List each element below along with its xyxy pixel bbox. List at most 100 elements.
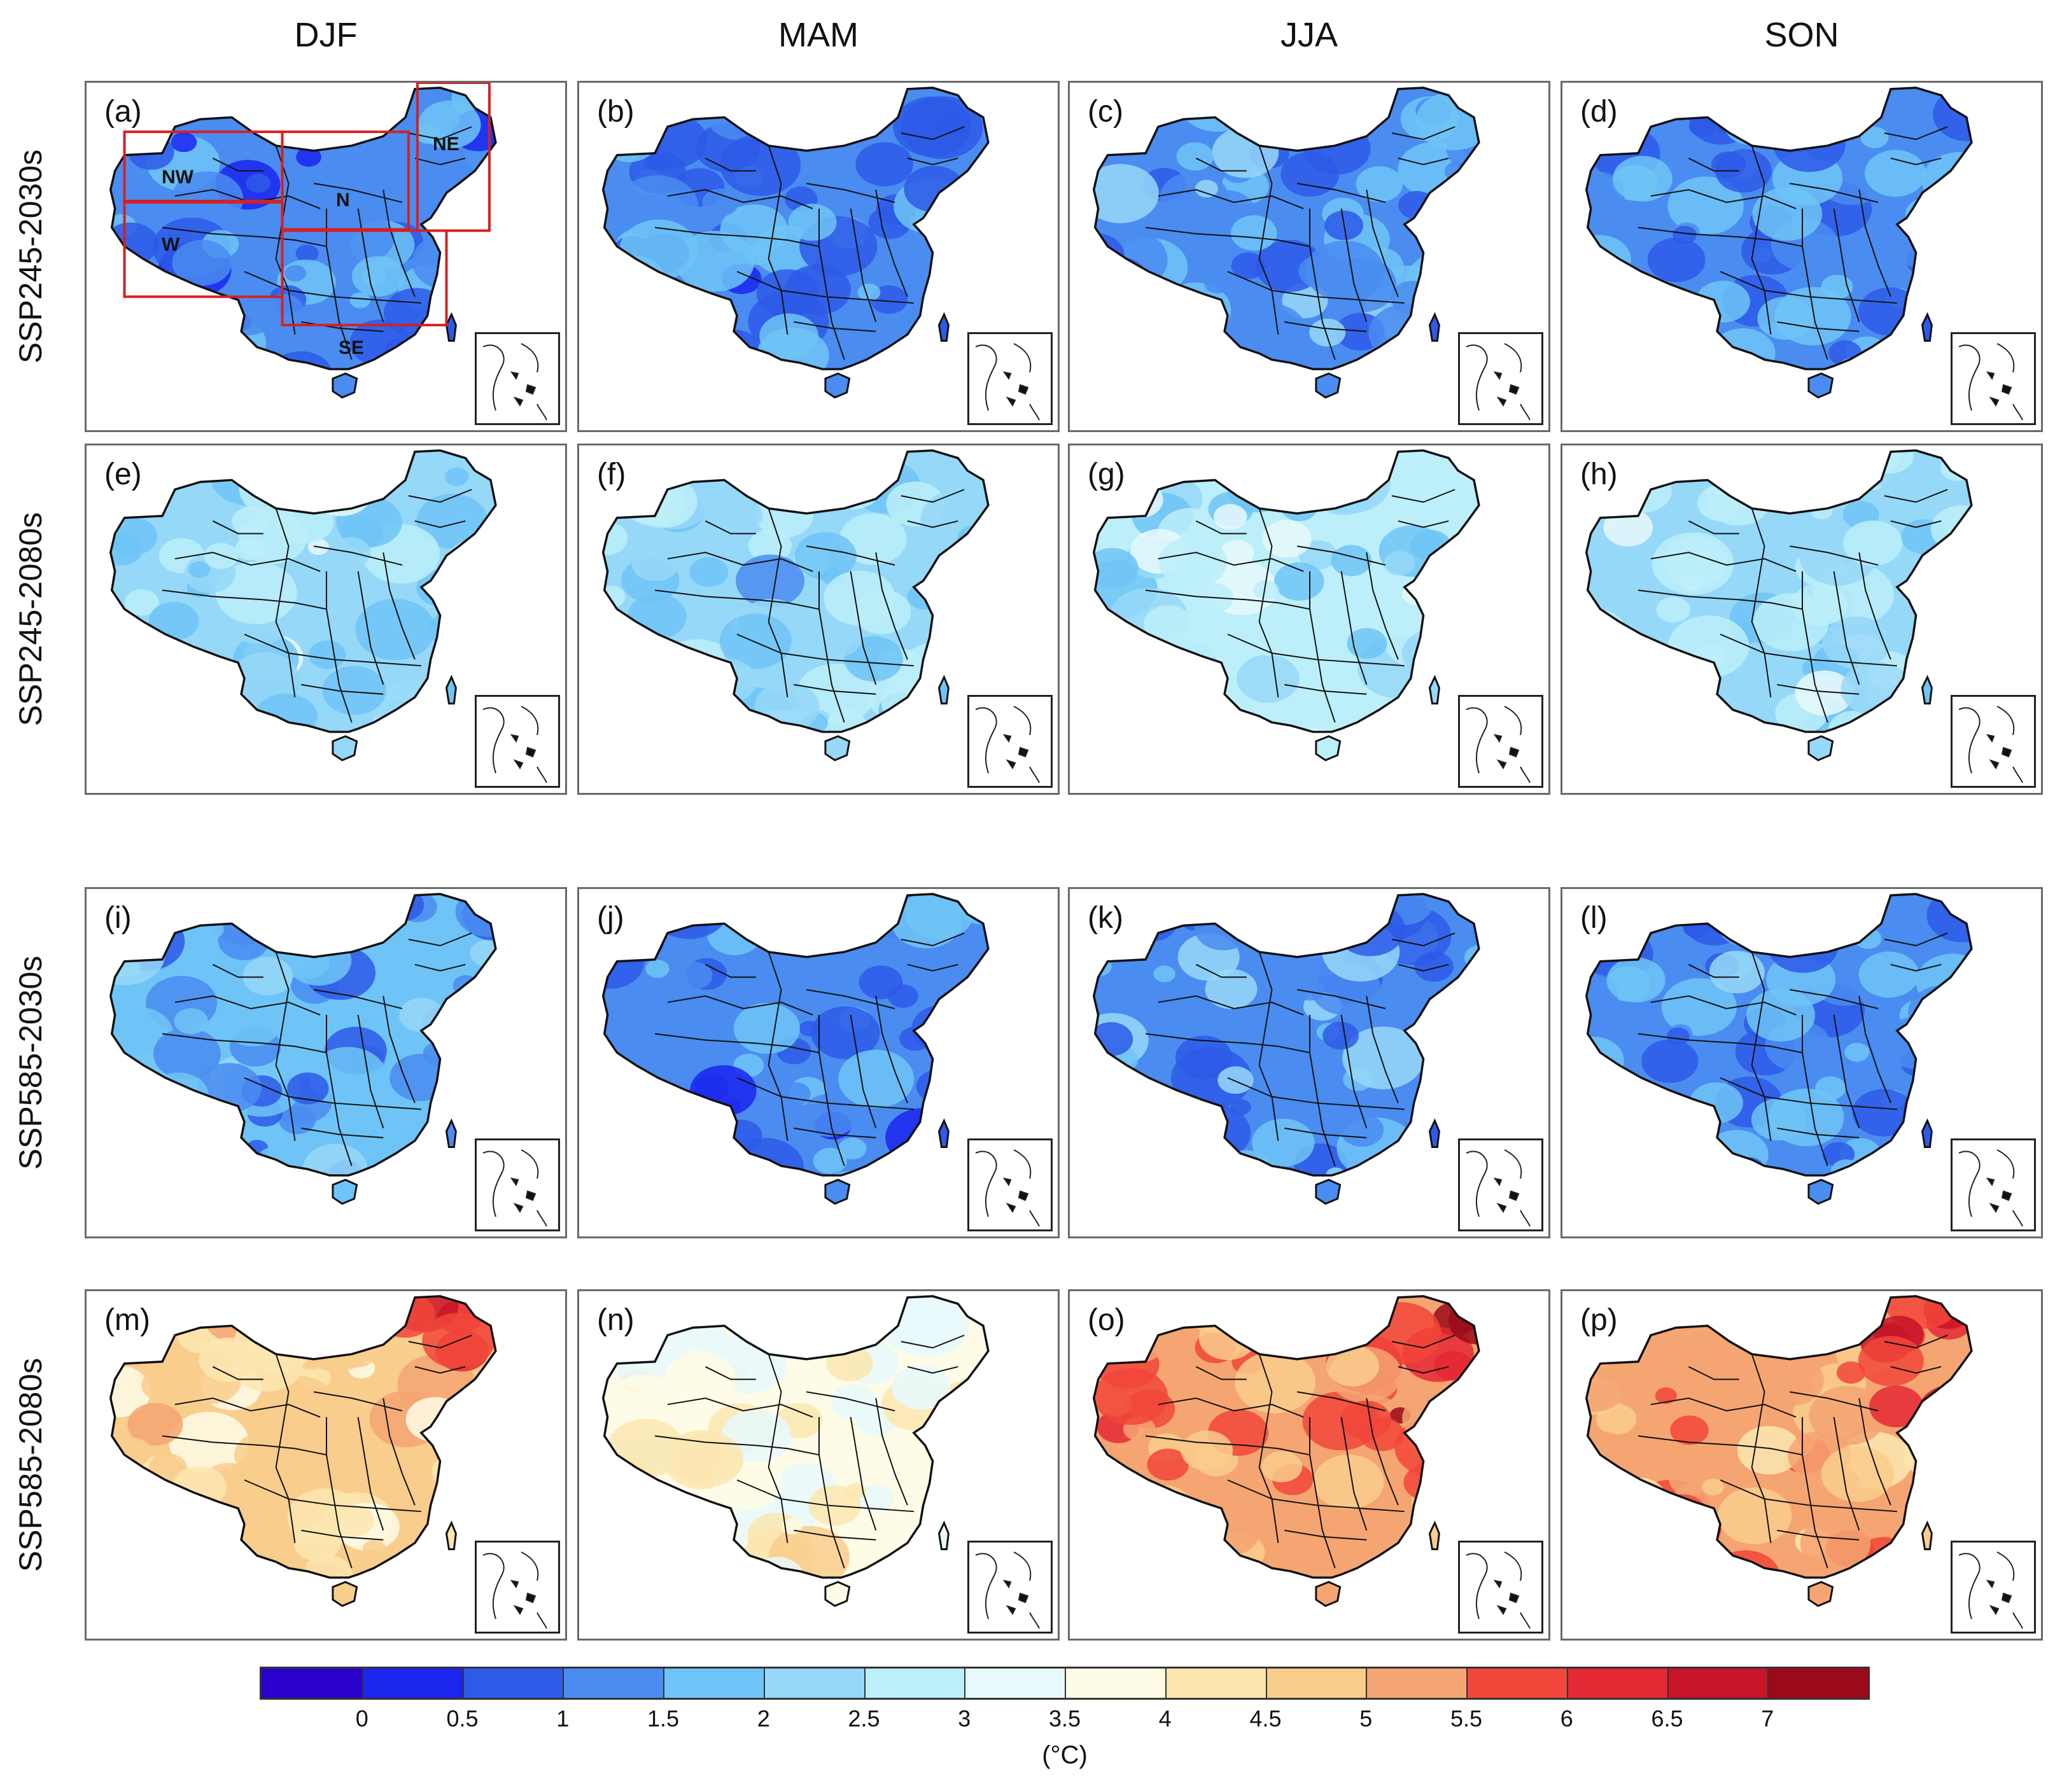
map-panel-l: (l) — [1561, 887, 2043, 1238]
hainan-island — [824, 1179, 851, 1205]
temperature-patch — [1237, 304, 1307, 357]
province-border — [1258, 508, 1279, 697]
temperature-patch — [199, 920, 224, 939]
south-china-sea-inset — [475, 1541, 560, 1634]
temperature-patch — [1338, 1296, 1378, 1313]
colorbar-units: (°C) — [1042, 1741, 1088, 1769]
temperature-patch — [670, 1532, 708, 1562]
province-border — [1720, 270, 1897, 304]
temperature-patch — [314, 473, 349, 500]
temperature-patch — [110, 1561, 156, 1578]
province-border — [313, 183, 403, 203]
temperature-patch — [603, 1507, 673, 1569]
province-border — [326, 1417, 353, 1569]
province-border — [275, 951, 296, 1141]
temperature-patch — [952, 982, 988, 1027]
inset-feature — [482, 707, 505, 774]
temperature-patch — [382, 360, 405, 370]
temperature-patch — [280, 1296, 330, 1330]
temperature-patch — [1093, 1148, 1109, 1166]
temperature-patch — [183, 295, 220, 324]
province-border — [1340, 1014, 1368, 1129]
province-border — [768, 508, 789, 697]
province-border — [1391, 489, 1455, 503]
temperature-patch — [1710, 1550, 1781, 1578]
inset-feature — [1018, 1592, 1029, 1604]
temperature-patch — [1166, 1582, 1192, 1602]
temperature-patch — [1655, 358, 1698, 370]
temperature-patch — [1659, 1494, 1707, 1531]
temperature-patch — [1849, 87, 1877, 104]
temperature-patch — [1695, 281, 1750, 323]
province-border — [768, 1354, 789, 1543]
map-svg — [1585, 1295, 1973, 1607]
temperature-patch — [470, 940, 496, 967]
temperature-patch — [604, 1375, 685, 1436]
temperature-patch — [1828, 710, 1879, 732]
temperature-patch — [1262, 520, 1312, 558]
temperature-patch — [875, 706, 936, 732]
inset-feature — [525, 384, 537, 395]
temperature-patch — [1217, 1066, 1254, 1094]
column-title-jja: JJA — [1280, 16, 1338, 54]
inset-feature — [2012, 1210, 2023, 1227]
temperature-patch — [444, 467, 469, 486]
province-border — [850, 571, 877, 685]
panel-label: (i) — [104, 901, 132, 935]
temperature-patch — [286, 935, 352, 986]
province-border — [1789, 545, 1879, 566]
temperature-patch — [1426, 1000, 1455, 1022]
inset-feature — [1493, 371, 1503, 381]
column-title-djf: DJF — [294, 16, 358, 54]
temperature-patch — [1723, 102, 1780, 146]
temperature-patch — [604, 255, 666, 303]
province-border — [1195, 157, 1247, 172]
inset-feature — [513, 396, 524, 407]
province-border — [162, 589, 327, 610]
temperature-patch — [110, 1574, 130, 1578]
province-border — [818, 571, 845, 723]
temperature-patch — [778, 451, 840, 498]
temperature-patch — [698, 658, 757, 704]
colorbar-swatch — [663, 1669, 764, 1698]
map-panel-c: (c) — [1068, 81, 1550, 432]
temperature-patch — [1957, 1515, 1972, 1532]
province-border — [174, 995, 321, 1016]
taiwan-island — [937, 675, 950, 705]
temperature-patch — [811, 1006, 880, 1060]
region-label-se: SE — [339, 337, 365, 358]
province-border — [875, 552, 908, 660]
province-border — [1890, 520, 1942, 528]
temperature-patch — [1093, 1536, 1128, 1565]
temperature-patch — [1217, 1161, 1252, 1176]
province-border — [1833, 1014, 1860, 1129]
temperature-patch — [762, 104, 784, 121]
temperature-patch — [1784, 450, 1847, 482]
temperature-patch — [1683, 918, 1709, 938]
temperature-patch — [1169, 708, 1207, 732]
temperature-patch — [1093, 1368, 1168, 1425]
inset-feature — [1989, 396, 2000, 407]
temperature-patch — [1695, 1567, 1754, 1578]
temperature-patch — [831, 1384, 878, 1420]
temperature-patch — [1110, 1539, 1166, 1578]
temperature-patch — [268, 351, 333, 370]
temperature-patch — [166, 1525, 189, 1543]
temperature-patch — [124, 589, 159, 616]
province-border — [1751, 145, 1772, 335]
map-panel-f: (f) — [577, 444, 1060, 795]
temperature-patch — [1415, 91, 1479, 150]
temperature-patch — [658, 679, 722, 729]
inset-feature — [510, 1579, 519, 1589]
temperature-patch — [608, 1077, 656, 1114]
province-border — [1145, 227, 1310, 248]
south-china-sea-inset — [967, 1138, 1053, 1231]
temperature-patch — [824, 570, 895, 626]
temperature-patch — [1230, 1099, 1251, 1116]
taiwan-island — [445, 312, 457, 342]
temperature-patch — [733, 1003, 800, 1054]
temperature-patch — [440, 580, 475, 608]
china-outline — [109, 449, 497, 733]
region-label-w: W — [162, 234, 180, 255]
temperature-patch — [1852, 1089, 1914, 1137]
